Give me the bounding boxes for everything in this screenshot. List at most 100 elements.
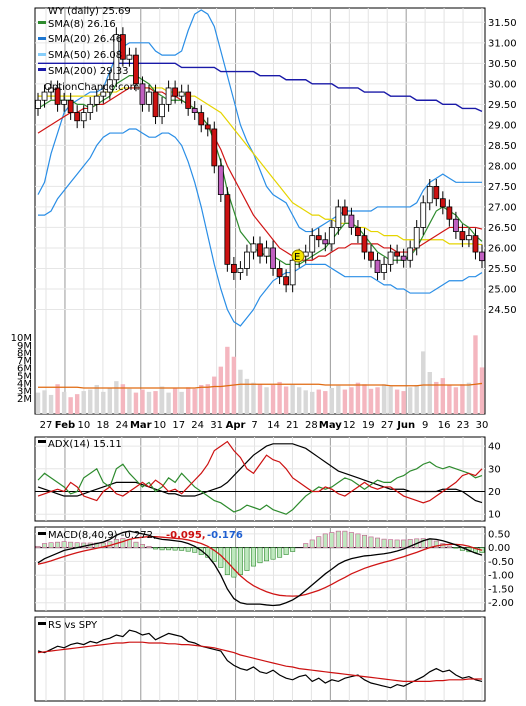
candlestick bbox=[80, 112, 87, 122]
candlestick bbox=[211, 128, 218, 167]
volume-bar bbox=[153, 391, 158, 414]
macd-histogram-bar bbox=[179, 547, 185, 551]
volume-tick-label: 8M bbox=[17, 348, 32, 359]
candlestick bbox=[41, 91, 48, 101]
volume-average-line bbox=[38, 382, 483, 389]
watermark: OptionChance.com bbox=[44, 82, 139, 93]
macd-histogram-bar bbox=[283, 547, 289, 555]
adx-tick-label: 20 bbox=[488, 487, 501, 498]
legend: SMA(8) 26.16 SMA(20) 26.46 SMA(50) 26.08… bbox=[38, 19, 139, 93]
macd-histogram-bar bbox=[192, 547, 198, 553]
candlestick bbox=[381, 263, 387, 273]
volume-bar bbox=[381, 384, 387, 414]
axis-ticks: 27 Feb 10 18 24 Mar 10 17 24 31 Apr 7 14 21 28 May 12 19 2… bbox=[11, 18, 517, 609]
volume-bar bbox=[120, 384, 126, 414]
x-tick-label: 24 bbox=[191, 420, 204, 431]
candlestick bbox=[54, 87, 61, 105]
macd-histogram-bar bbox=[61, 541, 67, 548]
x-tick-label: 10 bbox=[78, 420, 91, 431]
candlestick bbox=[74, 112, 81, 122]
volume-bar bbox=[146, 391, 152, 414]
candlestick bbox=[159, 103, 165, 118]
volume-bar bbox=[264, 387, 269, 414]
candlestick bbox=[172, 87, 179, 97]
x-tick-label: 14 bbox=[267, 420, 280, 431]
candlestick bbox=[224, 194, 231, 265]
macd-histogram-bar bbox=[394, 539, 400, 548]
price-tick-label: 25.50 bbox=[488, 264, 517, 275]
candlestick bbox=[472, 235, 479, 253]
volume-bar bbox=[88, 389, 93, 414]
candlestick bbox=[459, 231, 466, 241]
volume-bar bbox=[94, 384, 99, 414]
x-tick-label: Feb bbox=[55, 420, 75, 431]
candlestick bbox=[230, 263, 237, 273]
price-tick-label: 26.50 bbox=[488, 223, 517, 234]
candlestick bbox=[119, 34, 126, 60]
candlestick bbox=[348, 214, 355, 228]
macd-histogram-bar bbox=[322, 533, 328, 548]
price-tick-label: 28.00 bbox=[488, 161, 517, 172]
candlestick bbox=[100, 91, 107, 97]
macd-tick-label: 0.50 bbox=[488, 529, 510, 540]
x-tick-label: 27 bbox=[381, 420, 394, 431]
candlestick bbox=[113, 34, 120, 81]
x-tick-label: May bbox=[319, 420, 342, 431]
macd-histogram-bar bbox=[48, 542, 54, 548]
macd-histogram-bar bbox=[277, 547, 283, 558]
candlestick bbox=[146, 91, 152, 105]
volume-tick-label: 5M bbox=[17, 371, 32, 382]
volume-bar bbox=[42, 390, 47, 414]
x-tick-label: 9 bbox=[422, 420, 428, 431]
candlestick bbox=[263, 247, 270, 257]
volume-bar bbox=[336, 385, 341, 414]
x-tick-label: 23 bbox=[457, 420, 470, 431]
candlestick bbox=[420, 202, 427, 228]
earnings-marker-icon bbox=[291, 249, 305, 263]
x-tick-label: Apr bbox=[226, 420, 246, 431]
volume-bar bbox=[166, 392, 171, 414]
macd-histogram-bar bbox=[250, 547, 256, 567]
indicator-lines bbox=[35, 440, 485, 689]
candlestick bbox=[204, 124, 211, 130]
candlestick bbox=[237, 268, 244, 273]
candlestick bbox=[257, 243, 263, 257]
price-tick-label: 27.00 bbox=[488, 202, 517, 213]
macd-histogram-bar bbox=[120, 538, 126, 548]
bollinger-lower-line bbox=[38, 128, 483, 327]
volume-bar bbox=[434, 381, 439, 414]
candlestick bbox=[93, 95, 100, 105]
legend-swatch-sma200 bbox=[38, 68, 46, 71]
candlestick bbox=[446, 206, 453, 220]
legend-swatch-sma20 bbox=[38, 37, 46, 40]
x-tick-label: 30 bbox=[476, 420, 489, 431]
macd-histogram-bar bbox=[355, 533, 361, 548]
legend-sma200: SMA(200) 29.33 bbox=[48, 66, 129, 77]
x-tick-label: 27 bbox=[40, 420, 53, 431]
volume-bar bbox=[179, 391, 184, 414]
adx-swatch bbox=[38, 440, 46, 443]
macd-histogram-bar bbox=[55, 541, 61, 548]
macd-histogram-bar bbox=[361, 534, 367, 548]
volume-bar bbox=[192, 388, 197, 414]
volume-bar bbox=[225, 346, 230, 414]
volume-bar bbox=[244, 378, 250, 414]
candlestick bbox=[439, 198, 446, 208]
candlestick bbox=[35, 99, 41, 109]
macd-histogram-bar bbox=[68, 541, 74, 548]
price-tick-label: 31.00 bbox=[488, 38, 517, 49]
volume-bar bbox=[316, 389, 321, 414]
candlestick bbox=[87, 103, 94, 113]
volume-bar bbox=[296, 387, 302, 414]
candlestick bbox=[198, 112, 205, 126]
volume-bars bbox=[35, 335, 485, 414]
volume-bar bbox=[375, 387, 380, 414]
x-tick-label: 24 bbox=[115, 420, 128, 431]
price-tick-label: 25.00 bbox=[488, 284, 517, 295]
macd-histogram-bar bbox=[375, 537, 381, 548]
macd-histogram-bar bbox=[433, 540, 439, 548]
volume-bar bbox=[68, 397, 73, 414]
macd-tick-label: -1.00 bbox=[488, 571, 514, 582]
volume-tick-label: 4M bbox=[17, 379, 32, 390]
x-tick-label: 16 bbox=[438, 420, 451, 431]
